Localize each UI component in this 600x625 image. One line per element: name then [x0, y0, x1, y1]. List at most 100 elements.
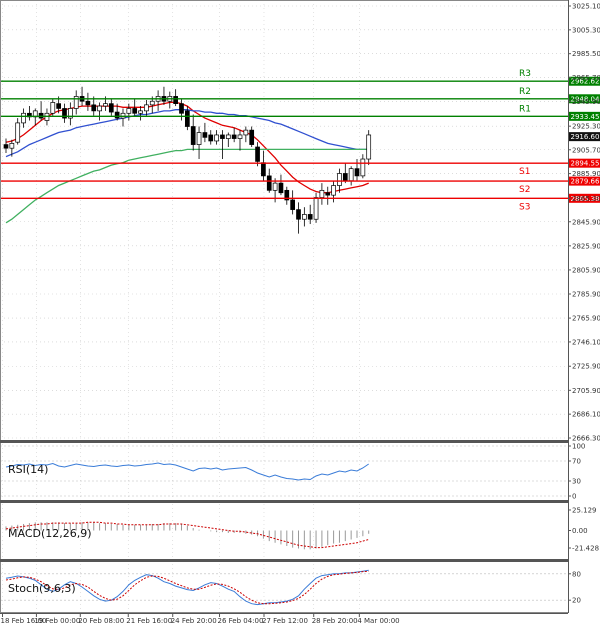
- y-tick-label: 2945.90: [572, 98, 600, 106]
- level-label-s3: S3: [519, 202, 530, 212]
- candle-bullish: [138, 110, 143, 114]
- indicator-tick-label: 30: [572, 478, 581, 486]
- candle-bullish: [348, 168, 354, 182]
- candle-bearish: [342, 173, 348, 182]
- candle-bearish: [208, 134, 214, 142]
- indicator-tick-label: 80: [572, 570, 581, 578]
- level-price-tag: [569, 176, 600, 186]
- candle-bullish: [21, 112, 26, 124]
- candle-bearish: [202, 132, 208, 138]
- candle-bullish: [243, 129, 249, 136]
- candle-bullish: [225, 134, 231, 139]
- x-tick-label: 4 Mar 00:00: [357, 617, 399, 625]
- y-tick-label: 2765.90: [572, 315, 600, 323]
- candle-bullish: [313, 197, 319, 220]
- candle-bearish: [220, 134, 225, 139]
- level-label-r2: R2: [519, 87, 531, 97]
- indicator-tick-label: 0.00: [572, 527, 588, 535]
- candle-bullish: [196, 132, 202, 145]
- level-price-text: 2962.62: [571, 78, 600, 86]
- moving-average-line: [5, 148, 369, 224]
- rsi-line: [5, 462, 369, 481]
- stoch-title: Stoch(9,6,3): [8, 582, 76, 595]
- candle-bullish: [73, 96, 79, 109]
- candle-bullish: [97, 105, 102, 112]
- stoch-k-line: [5, 569, 369, 606]
- level-price-tag: [569, 111, 600, 121]
- candle-bullish: [337, 173, 342, 186]
- candle-bullish: [237, 134, 243, 139]
- current-price-text: 2916.60: [571, 133, 600, 141]
- x-tick-label: 27 Feb 12:00: [262, 617, 308, 625]
- candle-bearish: [56, 103, 62, 109]
- level-price-text: 2865.38: [571, 195, 600, 203]
- rsi-panel: RSI(14): [0, 445, 568, 497]
- candle-bearish: [91, 104, 97, 112]
- x-tick-label: 24 Feb 20:00: [171, 617, 217, 625]
- candle-bullish: [149, 100, 155, 106]
- candle-bearish: [307, 214, 313, 220]
- y-tick-label: 2686.10: [572, 411, 600, 419]
- y-tick-label: 2666.30: [572, 435, 600, 443]
- candle-bearish: [296, 209, 301, 220]
- y-tick-label: 2925.30: [572, 123, 600, 131]
- candle-bearish: [290, 199, 295, 210]
- candle-bearish: [190, 126, 196, 145]
- candle-bearish: [325, 192, 331, 196]
- candle-bullish: [67, 108, 73, 119]
- candle-bearish: [354, 168, 360, 177]
- candle-bearish: [85, 100, 91, 106]
- candle-bearish: [255, 146, 260, 162]
- candle-bearish: [231, 134, 237, 139]
- level-price-text: 2879.66: [571, 178, 600, 186]
- level-price-tag: [569, 94, 600, 104]
- y-tick-label: 2825.90: [572, 242, 600, 250]
- x-tick-label: 28 Feb 20:00: [312, 617, 358, 625]
- candle-bearish: [108, 103, 114, 113]
- stoch-d-line: [5, 570, 369, 605]
- pivot-levels: R3 2962.62 R2 2948.04 R1 2933.45 S1 2894.55 S2 28…: [0, 69, 600, 212]
- x-tick-label: 18 Feb 16:00: [0, 617, 46, 625]
- indicator-tick-label: -21.428: [572, 544, 599, 552]
- panel-separator: [0, 559, 569, 562]
- grid-layer: [0, 0, 568, 613]
- indicator-tick-label: 0: [572, 493, 576, 501]
- candle-bullish: [331, 185, 336, 196]
- candle-bullish: [319, 189, 325, 198]
- candle-bearish: [266, 175, 272, 191]
- current-price-tag: [569, 132, 600, 142]
- price-panel: [3, 86, 372, 234]
- candle-bearish: [62, 108, 67, 119]
- x-tick-label: 19 Feb 00:00: [34, 617, 80, 625]
- x-tick-label: 20 Feb 08:00: [78, 617, 124, 625]
- panel-separator: [0, 500, 569, 503]
- level-label-r1: R1: [519, 104, 531, 114]
- indicator-tick-label: 20: [572, 597, 581, 605]
- y-tick-label: 2905.70: [572, 146, 600, 154]
- level-label-r3: R3: [519, 69, 531, 79]
- level-price-tag: [569, 158, 600, 168]
- candle-bearish: [173, 96, 178, 104]
- y-tick-label: 2845.90: [572, 218, 600, 226]
- level-price-text: 2894.55: [571, 160, 600, 168]
- level-label-s2: S2: [519, 185, 530, 195]
- x-tick-label: 21 Feb 16:00: [126, 617, 172, 625]
- level-label-s1: S1: [519, 167, 530, 177]
- level-price-text: 2948.04: [571, 95, 600, 103]
- candle-bullish: [9, 143, 15, 149]
- candle-bearish: [261, 162, 266, 177]
- candle-bullish: [103, 103, 108, 107]
- macd-panel: MACD(12,26,9): [5, 521, 370, 550]
- y-tick-label: 2885.90: [572, 170, 600, 178]
- indicator-tick-label: 25.129: [572, 506, 597, 514]
- indicator-tick-label: 70: [572, 458, 581, 466]
- y-tick-label: 2805.90: [572, 266, 600, 274]
- candle-bullish: [272, 182, 278, 191]
- candle-bullish: [144, 104, 149, 112]
- y-tick-label: 3025.10: [572, 3, 600, 11]
- panel-separator: [0, 440, 569, 443]
- y-tick-label: 2746.10: [572, 338, 600, 346]
- x-tick-label: 26 Feb 04:00: [218, 617, 264, 625]
- candle-bearish: [179, 103, 184, 114]
